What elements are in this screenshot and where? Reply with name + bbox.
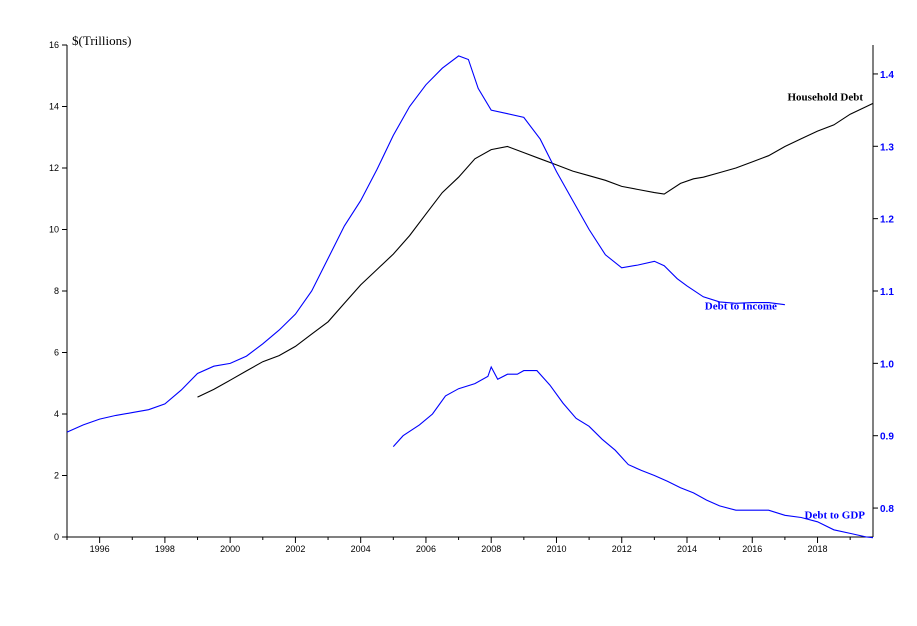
left-tick-label: 12 [49, 163, 59, 173]
series-labels: Household Debt Debt to Income Debt to GDP [705, 91, 865, 521]
x-tick-label: 2006 [416, 544, 436, 554]
debt-to-income-label: Debt to Income [705, 301, 777, 313]
x-tick-label: 2000 [220, 544, 240, 554]
debt-to-gdp-line [392, 365, 874, 539]
left-tick-label: 14 [49, 102, 59, 112]
right-tick-label: 1.1 [880, 287, 894, 298]
x-tick-label: 2012 [612, 544, 632, 554]
right-tick-label: 0.8 [880, 504, 894, 515]
right-tick-label: 0.9 [880, 432, 894, 443]
household-debt-label: Household Debt [788, 91, 864, 103]
x-tick-label: 2010 [546, 544, 566, 554]
left-tick-label: 0 [54, 532, 59, 542]
debt-to-gdp-label: Debt to GDP [805, 510, 866, 522]
right-tick-label: 1.4 [880, 70, 894, 81]
right-tick-label: 1.3 [880, 142, 894, 153]
debt-to-income-line [66, 55, 785, 433]
x-tick-label: 1998 [155, 544, 175, 554]
left-tick-label: 10 [49, 225, 59, 235]
x-tick-label: 2004 [351, 544, 371, 554]
x-tick-label: 2002 [285, 544, 305, 554]
left-tick-label: 16 [49, 40, 59, 50]
left-tick-label: 6 [54, 348, 59, 358]
left-tick-label: 8 [54, 286, 59, 296]
x-tick-label: 2014 [677, 544, 697, 554]
x-tick-label: 2016 [742, 544, 762, 554]
x-tick-label: 1996 [90, 544, 110, 554]
x-tick-label: 2008 [481, 544, 501, 554]
left-tick-label: 4 [54, 409, 59, 419]
left-axis-unit-label: $(Trillions) [72, 33, 131, 48]
right-tick-label: 1.2 [880, 215, 894, 226]
axes: 0 2 4 6 8 10 12 14 16 0.8 0.9 1.0 1.1 1.2 1.3 1.4 1996 19… [49, 40, 894, 554]
x-tick-label: 2018 [808, 544, 828, 554]
household-debt-line [197, 102, 874, 398]
series-layer [66, 55, 874, 539]
left-tick-label: 2 [54, 471, 59, 481]
right-tick-label: 1.0 [880, 359, 894, 370]
